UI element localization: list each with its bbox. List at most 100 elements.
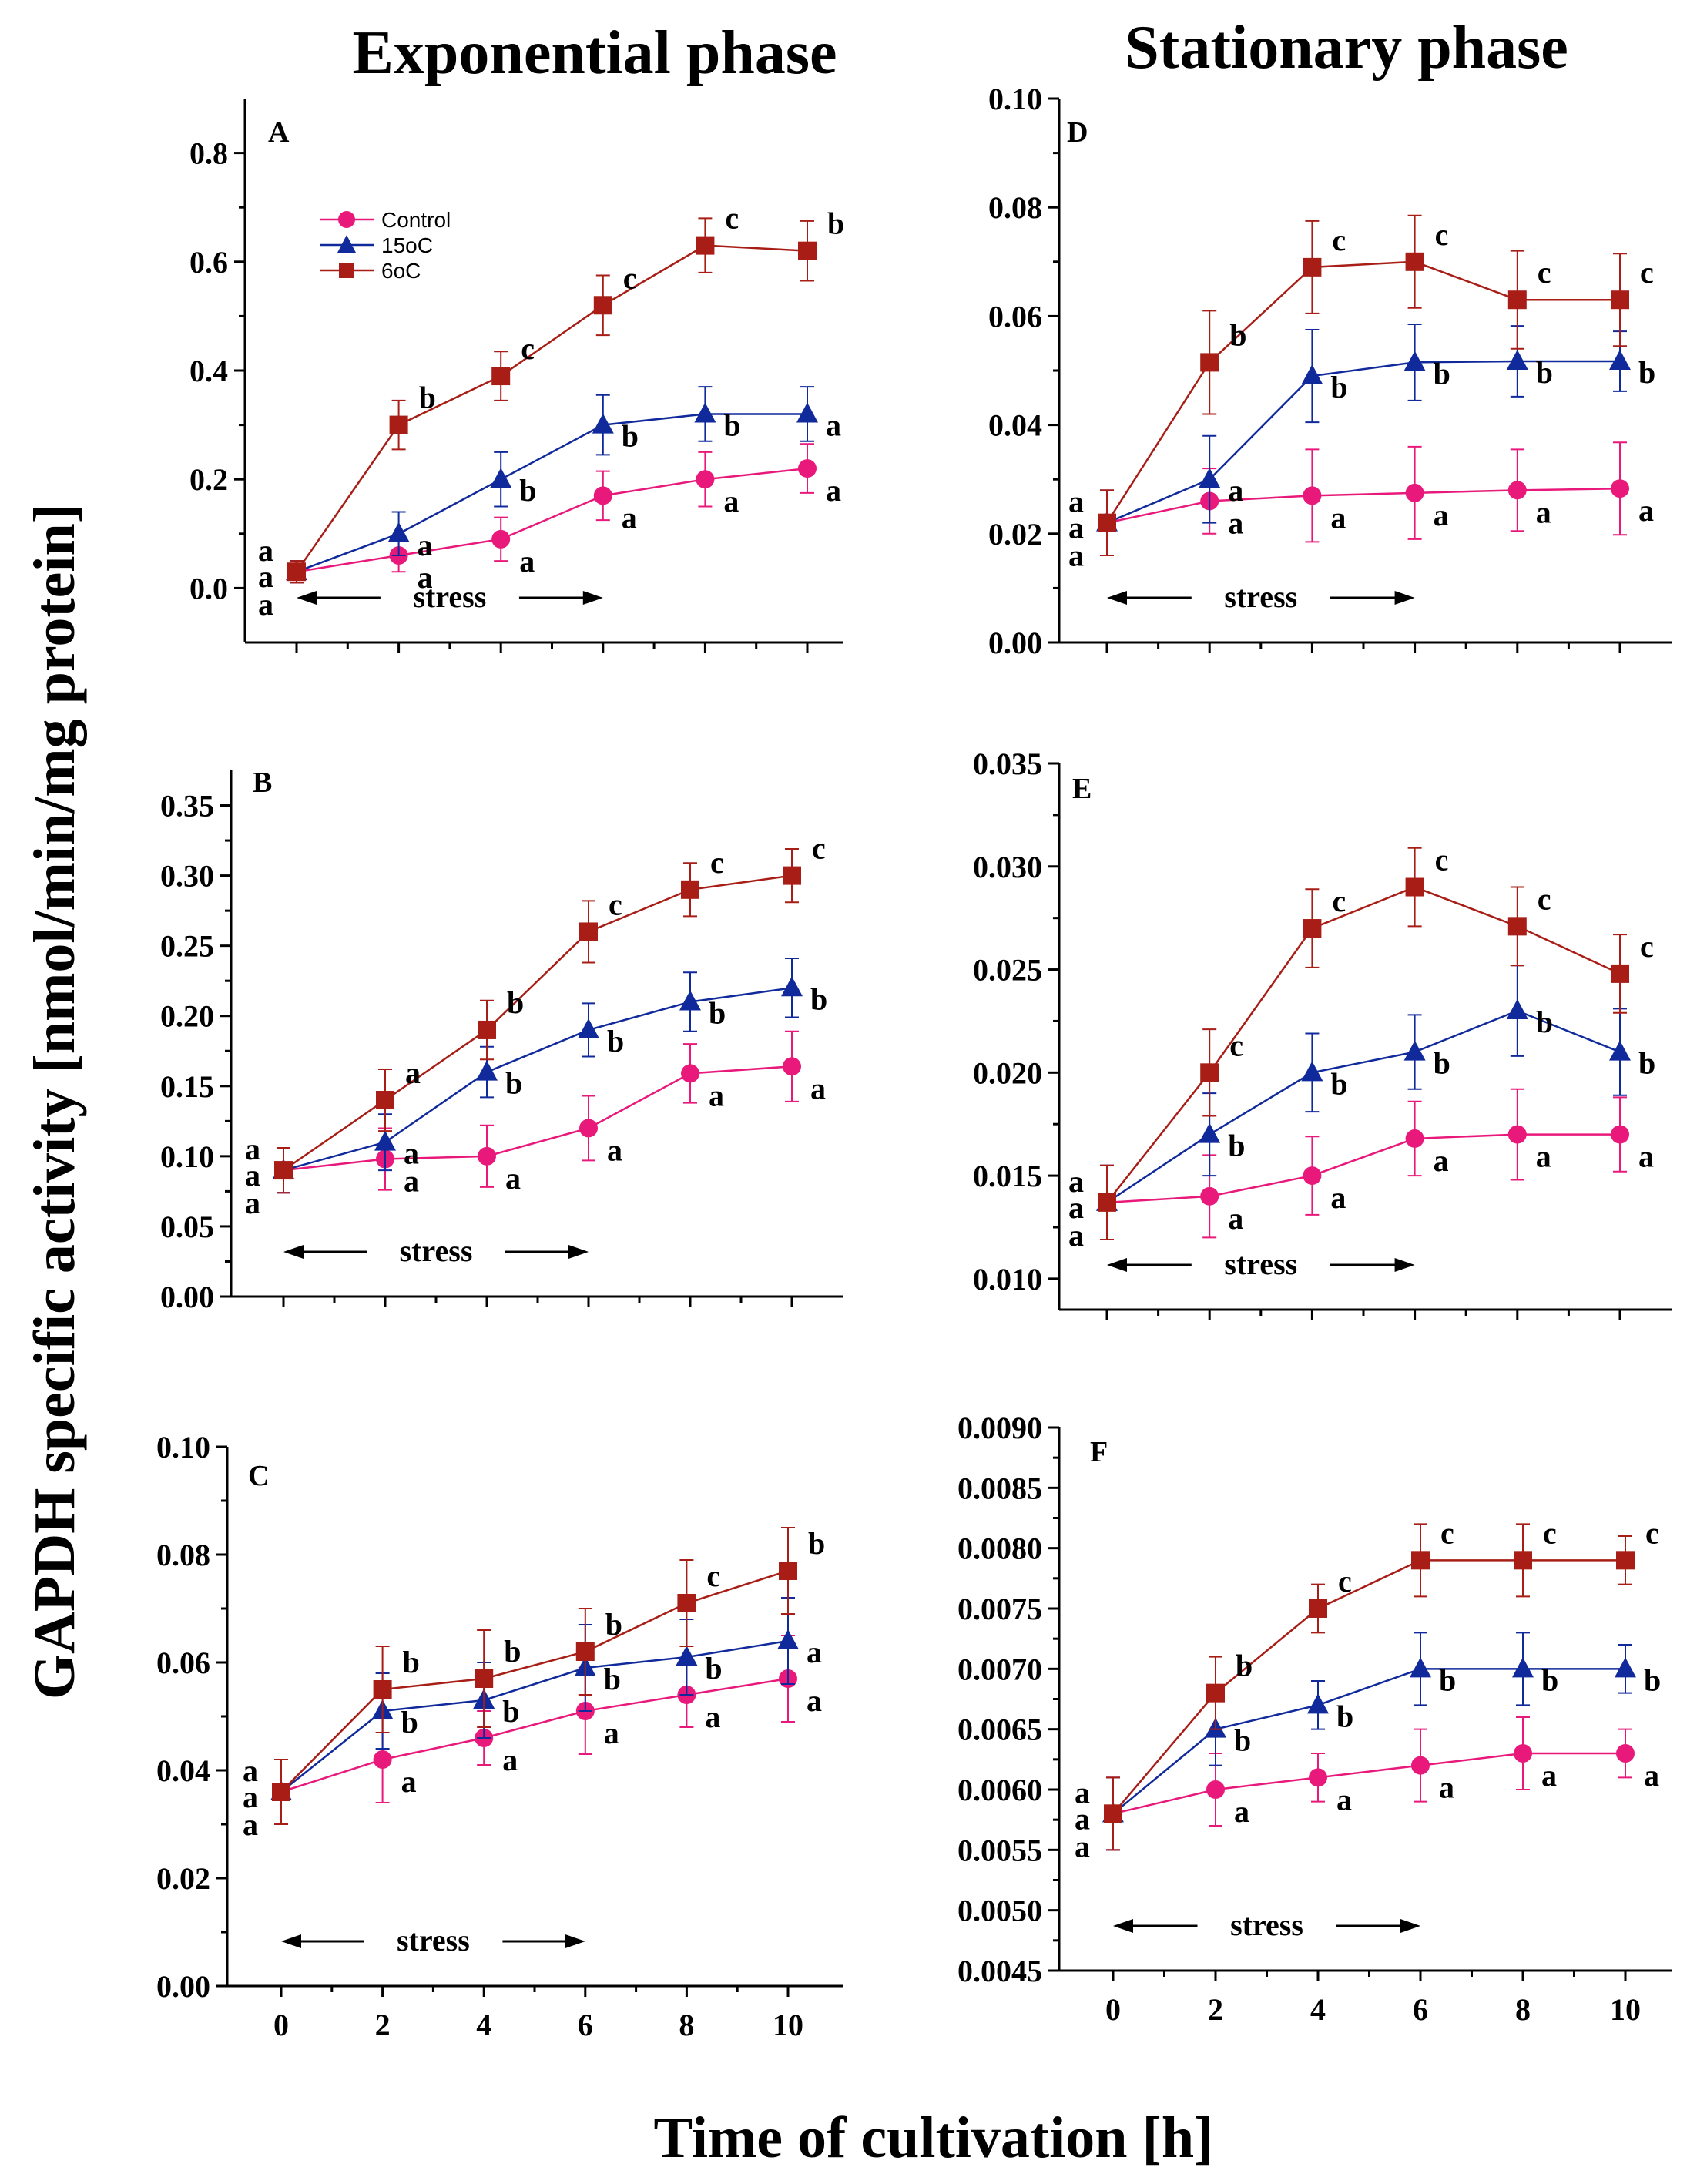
- significance-label: c: [1640, 255, 1654, 290]
- significance-label: c: [1229, 1028, 1243, 1062]
- significance-label: b: [605, 1607, 622, 1642]
- series-line: [280, 1569, 789, 1793]
- data-point: [272, 1783, 290, 1801]
- significance-label: c: [1543, 1515, 1557, 1550]
- panel-letter-D: D: [1067, 116, 1088, 149]
- significance-label: b: [504, 1634, 521, 1669]
- significance-label: a: [1228, 1201, 1243, 1236]
- data-point: [389, 415, 408, 434]
- data-point: [373, 1680, 392, 1699]
- significance-label: a: [245, 1186, 260, 1220]
- significance-label: a: [1228, 473, 1243, 508]
- y-tick-label: 0.8: [189, 136, 228, 171]
- significance-label: a: [502, 1743, 518, 1777]
- significance-label: b: [1536, 1005, 1553, 1039]
- significance-label: c: [1332, 223, 1346, 257]
- x-tick-label: 10: [1610, 1992, 1641, 2027]
- y-tick-label: 0.015: [973, 1159, 1042, 1193]
- significance-label: a: [1541, 1758, 1557, 1793]
- data-point: [798, 459, 817, 478]
- panel-letter-F: F: [1090, 1436, 1108, 1468]
- data-point: [1507, 290, 1527, 310]
- legend-marker: [337, 235, 356, 253]
- significance-label: a: [723, 484, 739, 518]
- y-tick-label: 0.20: [160, 999, 214, 1034]
- y-tick-label: 0.10: [160, 1139, 214, 1174]
- significance-label: a: [1536, 495, 1551, 529]
- series-15oC: a b b b b b: [1075, 1632, 1661, 1851]
- data-point: [1507, 481, 1527, 500]
- significance-label: a: [258, 533, 273, 568]
- series-line: [1106, 360, 1620, 524]
- x-tick-label: 4: [1310, 1992, 1326, 2027]
- y-tick-label: 0.08: [156, 1538, 210, 1572]
- data-point: [1098, 513, 1116, 532]
- significance-label: b: [607, 1024, 624, 1058]
- significance-label: a: [1068, 1218, 1084, 1253]
- series-6oC: a c c c c c: [1068, 843, 1654, 1241]
- x-tick-label: 0: [1105, 1992, 1121, 2027]
- significance-label: a: [245, 1158, 260, 1193]
- data-point: [1309, 1768, 1327, 1787]
- data-point: [1611, 964, 1629, 983]
- stress-arrow-head-right: [1394, 1258, 1415, 1272]
- data-point: [1615, 1657, 1636, 1678]
- significance-label: b: [723, 408, 740, 442]
- data-point: [1301, 1061, 1323, 1082]
- significance-label: b: [1638, 1046, 1655, 1081]
- y-tick-label: 0.0050: [957, 1894, 1042, 1928]
- panel-letter-A: A: [268, 116, 290, 149]
- data-point: [681, 880, 699, 899]
- significance-label: a: [604, 1716, 619, 1750]
- y-tick-label: 0.0065: [957, 1713, 1042, 1747]
- data-point: [783, 866, 801, 885]
- series-line: [1105, 260, 1620, 524]
- data-point: [676, 1646, 698, 1666]
- data-point: [1512, 1657, 1534, 1678]
- data-point: [796, 402, 818, 423]
- stress-label: stress: [1224, 579, 1297, 614]
- y-tick-label: 0.30: [160, 859, 214, 894]
- significance-label: b: [1236, 1649, 1253, 1683]
- significance-label: a: [505, 1161, 521, 1196]
- panel-F: 0.0045 0.0050 0.0055 0.0060 0.0065 0.0070 0.00…: [957, 1411, 1672, 2027]
- significance-label: b: [1434, 356, 1450, 391]
- data-point: [1303, 1166, 1322, 1186]
- significance-label: c: [1338, 1564, 1352, 1599]
- stress-arrow-head-left: [283, 1245, 304, 1259]
- series-line: [1112, 1559, 1625, 1815]
- data-point: [1098, 1193, 1116, 1212]
- x-axis-title: Time of cultivation [h]: [654, 2105, 1214, 2170]
- data-point: [677, 1594, 696, 1612]
- x-tick-label: 10: [773, 2008, 803, 2042]
- series-6oC: a b c c c c: [1068, 214, 1654, 557]
- series-line: [283, 987, 793, 1172]
- stress-arrow-head-right: [568, 1245, 589, 1259]
- significance-label: c: [623, 260, 637, 295]
- series-line: [1112, 1752, 1625, 1815]
- significance-label: b: [519, 473, 536, 508]
- column-title-left: Exponential phase: [352, 19, 837, 87]
- data-point: [1507, 1125, 1527, 1144]
- data-point: [1609, 1040, 1631, 1061]
- significance-label: b: [502, 1694, 519, 1729]
- significance-label: a: [1075, 1829, 1090, 1864]
- data-point: [593, 486, 612, 505]
- data-point: [1616, 1551, 1635, 1570]
- significance-label: b: [810, 981, 827, 1016]
- stress-arrow-head-left: [281, 1934, 301, 1948]
- y-tick-label: 0.04: [988, 408, 1042, 443]
- significance-label: a: [405, 1055, 421, 1090]
- data-point: [579, 922, 598, 941]
- significance-label: a: [258, 587, 273, 622]
- data-point: [476, 1060, 498, 1081]
- stress-arrow-head-right: [1400, 1919, 1420, 1933]
- data-point: [387, 522, 410, 542]
- data-point: [1303, 257, 1322, 277]
- y-tick-label: 0.00: [156, 1969, 210, 2004]
- significance-label: a: [1536, 1139, 1551, 1174]
- legend-marker: [338, 211, 355, 228]
- significance-label: a: [243, 1753, 258, 1788]
